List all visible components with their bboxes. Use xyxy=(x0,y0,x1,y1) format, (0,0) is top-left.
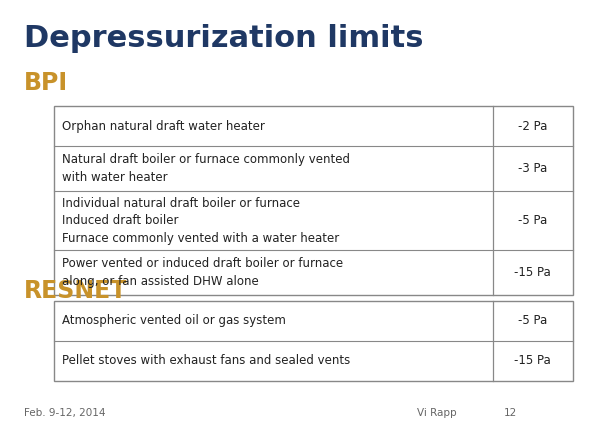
Text: Feb. 9-12, 2014: Feb. 9-12, 2014 xyxy=(24,408,106,418)
Text: Depressurization limits: Depressurization limits xyxy=(24,24,424,53)
Text: 12: 12 xyxy=(504,408,517,418)
Text: BPI: BPI xyxy=(24,71,68,95)
Text: Natural draft boiler or furnace commonly vented
with water heater: Natural draft boiler or furnace commonly… xyxy=(62,153,350,184)
Text: Vi Rapp: Vi Rapp xyxy=(417,408,457,418)
Text: Individual natural draft boiler or furnace
Induced draft boiler
Furnace commonly: Individual natural draft boiler or furna… xyxy=(62,197,339,245)
Text: Pellet stoves with exhaust fans and sealed vents: Pellet stoves with exhaust fans and seal… xyxy=(62,354,350,367)
Text: Power vented or induced draft boiler or furnace
along, or fan assisted DHW alone: Power vented or induced draft boiler or … xyxy=(62,257,343,288)
Text: -3 Pa: -3 Pa xyxy=(518,162,547,175)
Text: -5 Pa: -5 Pa xyxy=(518,214,547,227)
Text: -15 Pa: -15 Pa xyxy=(514,354,551,367)
Text: -2 Pa: -2 Pa xyxy=(518,120,547,132)
Text: RESNET: RESNET xyxy=(24,279,127,303)
Text: Atmospheric vented oil or gas system: Atmospheric vented oil or gas system xyxy=(62,314,286,327)
Text: -15 Pa: -15 Pa xyxy=(514,266,551,279)
Text: Orphan natural draft water heater: Orphan natural draft water heater xyxy=(62,120,265,132)
Text: -5 Pa: -5 Pa xyxy=(518,314,547,327)
